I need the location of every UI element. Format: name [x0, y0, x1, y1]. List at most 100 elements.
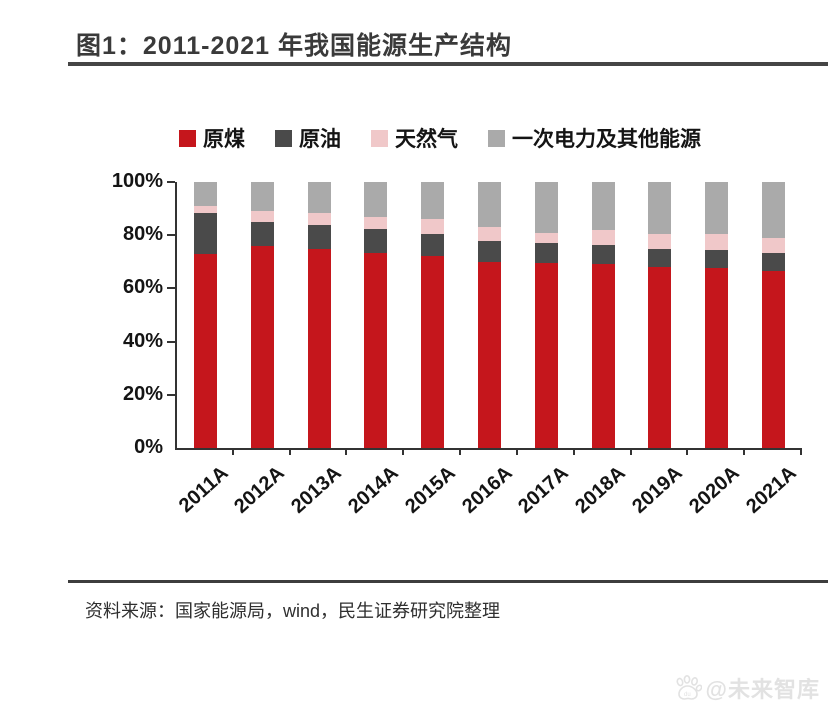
legend-item-oil: 原油 — [275, 123, 341, 153]
bar-stack-2021A — [762, 182, 786, 448]
bar-segment-other-2014A — [364, 182, 388, 217]
bar-segment-other-2017A — [534, 182, 558, 233]
bar-segment-oil-2013A — [307, 224, 331, 249]
bar-segment-coal-2019A — [648, 267, 672, 448]
bar-segment-other-2015A — [421, 182, 445, 220]
bar-segment-oil-2016A — [477, 240, 501, 262]
bar-segment-oil-2014A — [364, 228, 388, 253]
x-tick-label-2019A: 2019A — [628, 462, 687, 518]
x-tick-mark-7 — [572, 449, 575, 455]
y-tick-label-40: 40% — [122, 329, 163, 352]
bar-segment-gas-2012A — [250, 211, 274, 222]
bar-segment-gas-2018A — [591, 229, 615, 245]
legend-label-other: 一次电力及其他能源 — [512, 128, 701, 151]
bar-segment-coal-2021A — [762, 271, 786, 448]
bar-segment-other-2021A — [762, 182, 786, 238]
bar-segment-gas-2020A — [705, 233, 729, 250]
bar-segment-gas-2015A — [421, 219, 445, 234]
y-tick-mark-80 — [167, 234, 175, 237]
bar-segment-oil-2012A — [250, 221, 274, 246]
x-tick-mark-3 — [345, 449, 348, 455]
bar-segment-gas-2019A — [648, 233, 672, 249]
x-tick-label-2021A: 2021A — [741, 462, 801, 518]
x-tick-mark-2 — [288, 449, 291, 455]
bar-group-2016A — [461, 182, 518, 448]
x-tick-label-2013A: 2013A — [287, 462, 346, 518]
x-tick-label-2012A: 2012A — [230, 462, 289, 518]
x-tick-mark-1 — [231, 449, 234, 455]
x-tick-mark-6 — [515, 449, 518, 455]
bar-segment-gas-2013A — [307, 212, 331, 225]
x-tick-mark-5 — [459, 449, 462, 455]
bar-segment-oil-2018A — [591, 244, 615, 265]
bar-segment-oil-2021A — [762, 252, 786, 272]
x-tick-label-2018A: 2018A — [571, 462, 630, 518]
x-tick-label-2011A: 2011A — [174, 462, 233, 518]
bar-segment-coal-2011A — [193, 253, 217, 448]
bar-segment-other-2013A — [307, 182, 331, 213]
x-tick-mark-11 — [800, 449, 802, 455]
legend-swatch-gas — [371, 129, 388, 147]
bar-segment-coal-2018A — [591, 264, 615, 448]
x-tick-label-2015A: 2015A — [400, 462, 460, 518]
bar-stack-2012A — [250, 182, 274, 448]
y-tick-label-100: 100% — [111, 170, 163, 192]
bar-group-2020A — [688, 182, 745, 448]
bar-segment-oil-2020A — [705, 249, 729, 269]
bar-segment-other-2016A — [477, 182, 501, 228]
bar-group-2019A — [632, 182, 689, 448]
bar-group-2018A — [575, 182, 632, 448]
y-tick-mark-60 — [167, 287, 175, 290]
bar-segment-gas-2014A — [364, 216, 388, 229]
bar-segment-oil-2011A — [193, 212, 217, 254]
y-tick-mark-40 — [167, 340, 175, 343]
bar-segment-gas-2021A — [762, 237, 786, 253]
bar-segment-coal-2016A — [477, 261, 501, 448]
bar-segment-other-2012A — [250, 182, 274, 212]
y-tick-mark-20 — [167, 393, 175, 396]
bar-group-2012A — [234, 182, 291, 448]
x-tick-mark-10 — [743, 449, 746, 455]
x-tick-mark-8 — [629, 449, 632, 455]
bar-group-2017A — [518, 182, 575, 448]
plot-area — [175, 182, 802, 450]
bar-segment-other-2019A — [648, 182, 672, 234]
bar-segment-gas-2017A — [534, 232, 558, 244]
y-tick-label-80: 80% — [122, 223, 163, 246]
bar-group-2015A — [404, 182, 461, 448]
legend-item-other: 一次电力及其他能源 — [488, 123, 701, 153]
bar-stack-2017A — [534, 182, 558, 448]
bar-segment-gas-2016A — [477, 227, 501, 241]
bar-segment-coal-2012A — [250, 245, 274, 448]
x-tick-mark-9 — [686, 449, 689, 455]
bar-stack-2018A — [591, 182, 615, 448]
y-tick-label-20: 20% — [122, 382, 163, 405]
bar-segment-coal-2014A — [364, 252, 388, 448]
legend-swatch-oil — [275, 129, 292, 147]
source-text: 资料来源：国家能源局，wind，民生证券研究院整理 — [85, 601, 501, 621]
footer-divider — [68, 580, 828, 583]
y-tick-label-60: 60% — [122, 276, 163, 299]
x-tick-label-2016A: 2016A — [457, 462, 517, 518]
bar-stack-2014A — [364, 182, 388, 448]
legend-label-coal: 原煤 — [203, 128, 245, 151]
legend-label-oil: 原油 — [299, 128, 341, 151]
chart-legend: 原煤 原油 天然气 一次电力及其他能源 — [25, 123, 830, 153]
bar-stack-2016A — [477, 182, 501, 448]
x-tick-label-2017A: 2017A — [514, 462, 574, 518]
y-tick-label-0: 0% — [134, 436, 163, 458]
bar-segment-oil-2015A — [421, 233, 445, 257]
bar-group-2014A — [347, 182, 404, 448]
bar-segment-coal-2015A — [421, 256, 445, 448]
bar-stack-2013A — [307, 182, 331, 448]
bar-group-2021A — [745, 182, 802, 448]
bar-segment-gas-2011A — [193, 205, 217, 213]
bar-stack-2020A — [705, 182, 729, 448]
bar-segment-other-2020A — [705, 182, 729, 234]
svg-text:du: du — [684, 692, 691, 698]
watermark-text: @未来智库 — [705, 677, 820, 702]
x-tick-label-2020A: 2020A — [684, 462, 744, 518]
bar-stack-2015A — [421, 182, 445, 448]
bar-group-2013A — [291, 182, 348, 448]
